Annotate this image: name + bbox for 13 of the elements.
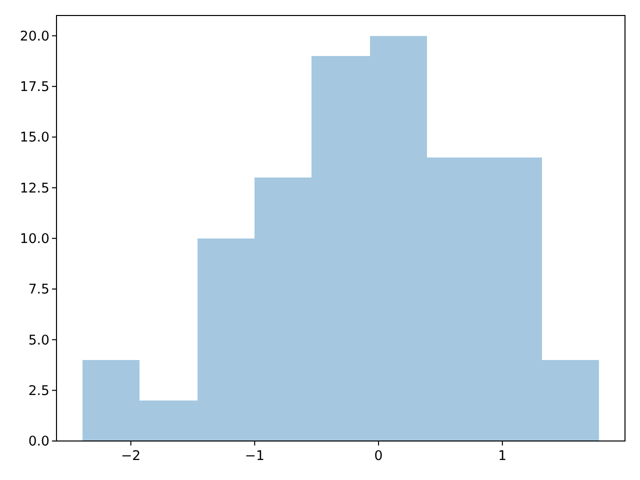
- x-tick-label: −1: [244, 449, 264, 464]
- y-tick-label: 5.0: [28, 333, 50, 348]
- y-tick-label: 0.0: [28, 434, 50, 450]
- y-tick-label: 10.0: [20, 232, 50, 248]
- y-tick-label: 2.5: [28, 384, 50, 399]
- y-tick-label: 7.5: [28, 282, 50, 298]
- y-tick-label: 15.0: [20, 130, 50, 146]
- x-tick-label: −2: [121, 449, 141, 464]
- y-tick-label: 20.0: [20, 29, 50, 44]
- y-tick-label: 17.5: [20, 80, 50, 96]
- x-tick-label: 1: [498, 449, 507, 464]
- x-tick-label: 0: [374, 449, 383, 464]
- y-tick-label: 12.5: [20, 181, 50, 196]
